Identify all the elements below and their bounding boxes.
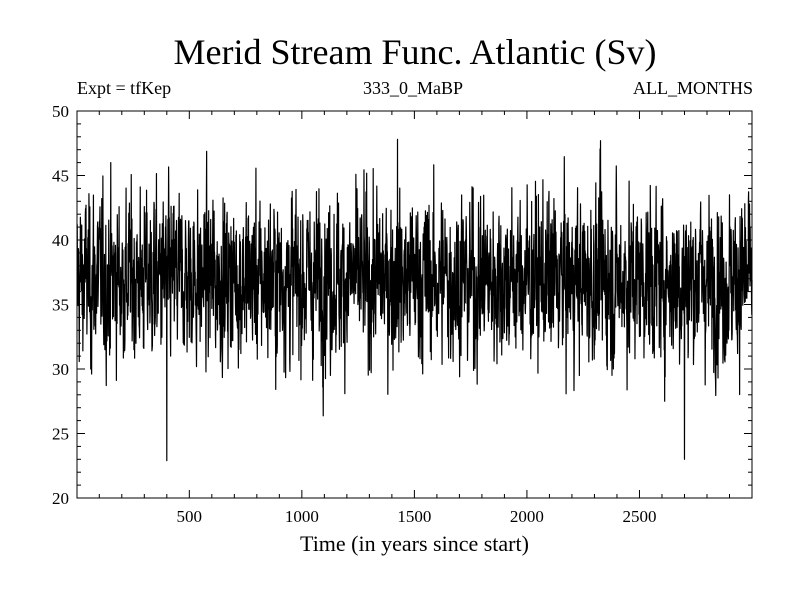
chart-title: Merid Stream Func. Atlantic (Sv) bbox=[173, 32, 657, 72]
tick-layer bbox=[77, 110, 752, 499]
x-axis-label: Time (in years since start) bbox=[300, 531, 529, 556]
tick-label-layer: 500 1000 1500 2000 2500 20 25 30 35 40 45 50 bbox=[52, 102, 656, 526]
x-tick-label: 500 bbox=[177, 507, 203, 526]
y-tick-label: 50 bbox=[52, 102, 69, 121]
y-tick-label: 45 bbox=[52, 167, 69, 186]
months-label: ALL_MONTHS bbox=[633, 78, 753, 98]
x-tick-label: 2500 bbox=[622, 507, 656, 526]
x-tick-label: 1500 bbox=[397, 507, 431, 526]
y-tick-label: 40 bbox=[52, 231, 69, 250]
y-tick-label: 35 bbox=[52, 296, 69, 315]
x-tick-label: 2000 bbox=[510, 507, 544, 526]
x-tick-label: 1000 bbox=[285, 507, 319, 526]
y-tick-label: 30 bbox=[52, 360, 69, 379]
y-tick-label: 20 bbox=[52, 489, 69, 508]
y-tick-label: 25 bbox=[52, 425, 69, 444]
series-line bbox=[76, 138, 753, 462]
series-layer bbox=[76, 138, 753, 462]
period-label: 333_0_MaBP bbox=[362, 78, 463, 98]
experiment-label: Expt = tfKep bbox=[77, 78, 172, 98]
